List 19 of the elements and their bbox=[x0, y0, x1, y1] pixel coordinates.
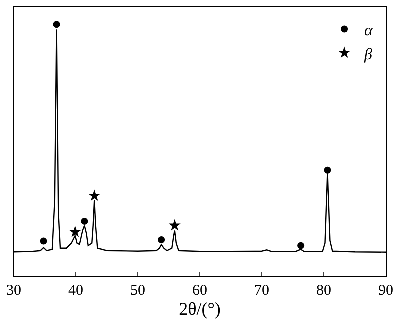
x-tick-label: 30 bbox=[6, 283, 22, 299]
legend-label: α bbox=[364, 22, 374, 40]
point bbox=[53, 21, 60, 28]
point bbox=[168, 219, 181, 231]
x-tick-label: 50 bbox=[130, 283, 146, 299]
x-tick-label: 60 bbox=[192, 283, 208, 299]
x-tick-label: 40 bbox=[68, 283, 84, 299]
x-tick-label: 90 bbox=[378, 283, 394, 299]
point bbox=[40, 238, 48, 245]
x-axis-title: 2θ/(°) bbox=[179, 299, 221, 320]
legend-label: β bbox=[364, 46, 373, 64]
x-tick-label: 80 bbox=[316, 283, 332, 299]
point bbox=[81, 218, 88, 225]
point bbox=[69, 226, 82, 238]
point bbox=[158, 236, 166, 244]
point bbox=[324, 166, 332, 174]
x-tick-label: 70 bbox=[254, 283, 270, 299]
point bbox=[298, 242, 305, 250]
point bbox=[88, 190, 101, 202]
